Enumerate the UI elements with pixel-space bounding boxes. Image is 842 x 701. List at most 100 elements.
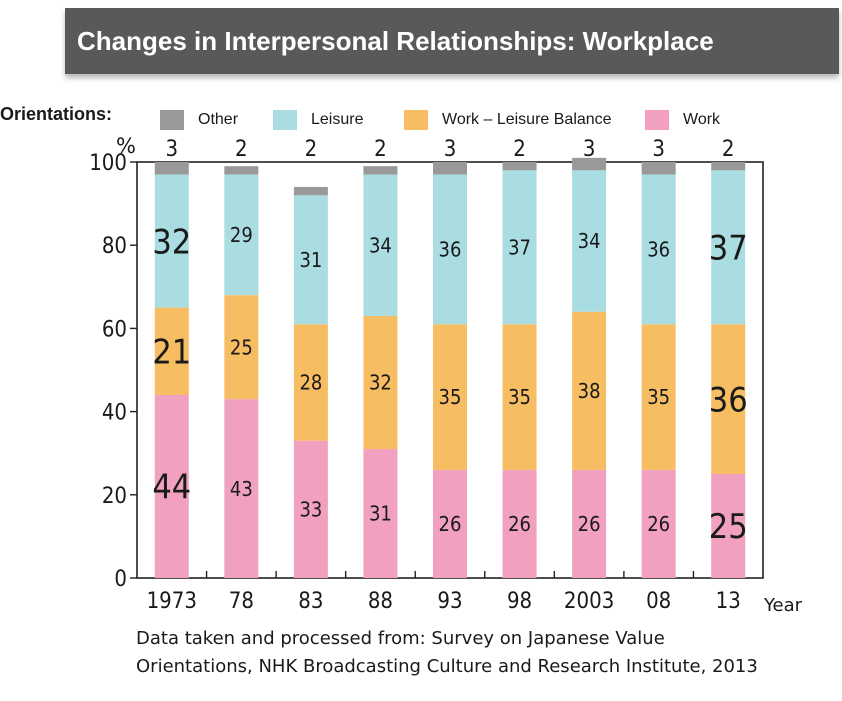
x-tick-label: 98: [507, 589, 532, 614]
legend-swatch-work: [645, 110, 669, 130]
bar-segment-leisure: [293, 195, 328, 325]
bar-segment-work-leisure-balance: [363, 315, 398, 450]
legend-item-work: Work: [645, 109, 720, 131]
y-axis-unit: %: [116, 134, 136, 158]
x-tick-label: 78: [229, 589, 254, 614]
bar-segment-work-leisure-balance: [433, 324, 467, 470]
y-tick-label: 100: [89, 151, 127, 176]
data-label-work: 31: [369, 502, 392, 526]
data-label-leisure: 36: [439, 238, 462, 262]
data-label-other: 3: [444, 137, 457, 162]
legend-label-other: Other: [198, 111, 239, 128]
y-tick-label: 60: [102, 317, 127, 342]
data-label-work: 33: [299, 498, 322, 522]
bar-segment-other: [363, 166, 398, 175]
bar-segment-work: [363, 449, 398, 578]
x-axis-title: Year: [763, 595, 803, 616]
data-label-other: 3: [583, 137, 596, 162]
data-label-work-leisure-balance: 21: [152, 333, 191, 373]
data-label-work-leisure-balance: 38: [578, 379, 601, 403]
data-label-work: 26: [508, 512, 531, 536]
bar-segment-leisure: [641, 174, 676, 325]
chart-title: Changes in Interpersonal Relationships: …: [77, 26, 714, 56]
bar-segment-other: [224, 166, 259, 175]
data-label-work-leisure-balance: 25: [230, 335, 253, 359]
bar-segment-work: [502, 469, 537, 578]
data-label-leisure: 32: [152, 222, 191, 262]
source-line-1: Data taken and processed from: Survey on…: [136, 628, 665, 649]
y-tick-label: 80: [102, 234, 127, 259]
bar-segment-work-leisure-balance: [224, 295, 259, 400]
data-label-leisure: 31: [299, 248, 322, 272]
legend-swatch-work-leisure-balance: [404, 110, 428, 130]
y-tick-label: 20: [102, 484, 127, 509]
data-label-work: 26: [578, 512, 601, 536]
data-label-other: 2: [235, 137, 248, 162]
bar-segment-work-leisure-balance: [572, 311, 607, 470]
source-note: Data taken and processed from: Survey on…: [136, 625, 758, 681]
bar-segment-work-leisure-balance: [293, 324, 328, 441]
bar-segment-work: [711, 474, 746, 578]
bar-segment-work: [572, 469, 607, 578]
data-label-leisure: 29: [230, 223, 253, 247]
bar-segment-other: [502, 162, 537, 171]
bar-segment-other: [154, 162, 189, 175]
data-label-other: 2: [513, 137, 526, 162]
x-tick-label: 88: [368, 589, 393, 614]
legend-swatch-other: [160, 110, 184, 130]
legend-item-leisure: Leisure: [273, 109, 363, 131]
bar-segment-other: [293, 186, 328, 196]
bar-segment-work-leisure-balance: [154, 307, 189, 395]
data-label-work: 26: [439, 512, 462, 536]
bar-segment-work-leisure-balance: [711, 324, 746, 474]
y-tick-label: 0: [114, 567, 127, 592]
data-label-work: 44: [152, 468, 191, 508]
bar-segment-leisure: [363, 174, 398, 316]
data-label-other: 2: [722, 137, 735, 162]
bar-segment-leisure: [433, 174, 467, 325]
x-tick-label: 13: [716, 589, 741, 614]
data-label-work: 25: [709, 507, 748, 547]
bar-segment-leisure: [224, 174, 259, 296]
bar-segment-leisure: [502, 170, 537, 325]
title-banner: Changes in Interpersonal Relationships: …: [65, 8, 839, 74]
x-tick-label: 2003: [564, 589, 614, 614]
data-label-work: 26: [647, 512, 670, 536]
x-tick-label: 83: [298, 589, 323, 614]
data-label-leisure: 36: [647, 238, 670, 262]
bar-segment-work-leisure-balance: [641, 324, 676, 470]
data-label-other: 2: [305, 137, 318, 162]
bar-segment-work: [641, 469, 676, 578]
bar-segment-leisure: [154, 174, 189, 308]
data-label-work: 43: [230, 477, 253, 501]
data-label-leisure: 34: [369, 233, 392, 257]
data-label-leisure: 37: [508, 235, 531, 259]
data-label-work-leisure-balance: 28: [299, 371, 322, 395]
legend-item-work-leisure-balance: Work – Leisure Balance: [404, 109, 612, 131]
data-label-other: 3: [165, 137, 178, 162]
bar-segment-other: [572, 157, 607, 171]
data-label-other: 2: [374, 137, 387, 162]
bar-segment-work: [433, 469, 467, 578]
bar-segment-leisure: [572, 170, 607, 312]
data-label-work-leisure-balance: 36: [709, 380, 748, 420]
bar-segment-work: [154, 394, 189, 578]
legend-heading: Orientations:: [0, 104, 113, 124]
bar-segment-leisure: [711, 170, 746, 325]
x-tick-label: 08: [646, 589, 671, 614]
bar-segment-other: [711, 162, 746, 171]
bar-segment-work: [293, 440, 328, 578]
data-label-work-leisure-balance: 35: [647, 385, 670, 409]
legend-label-leisure: Leisure: [311, 111, 364, 128]
source-line-2: Orientations, NHK Broadcasting Culture a…: [136, 656, 758, 677]
y-tick-label: 40: [102, 401, 127, 426]
legend-swatch-leisure: [273, 110, 297, 130]
bar-segment-other: [641, 162, 676, 175]
data-label-leisure: 34: [578, 229, 601, 253]
bar-segment-work: [224, 399, 259, 578]
legend-item-other: Other: [160, 109, 238, 131]
legend-label-work-leisure-balance: Work – Leisure Balance: [442, 111, 612, 128]
data-label-work-leisure-balance: 35: [508, 385, 531, 409]
bar-segment-other: [433, 162, 467, 175]
